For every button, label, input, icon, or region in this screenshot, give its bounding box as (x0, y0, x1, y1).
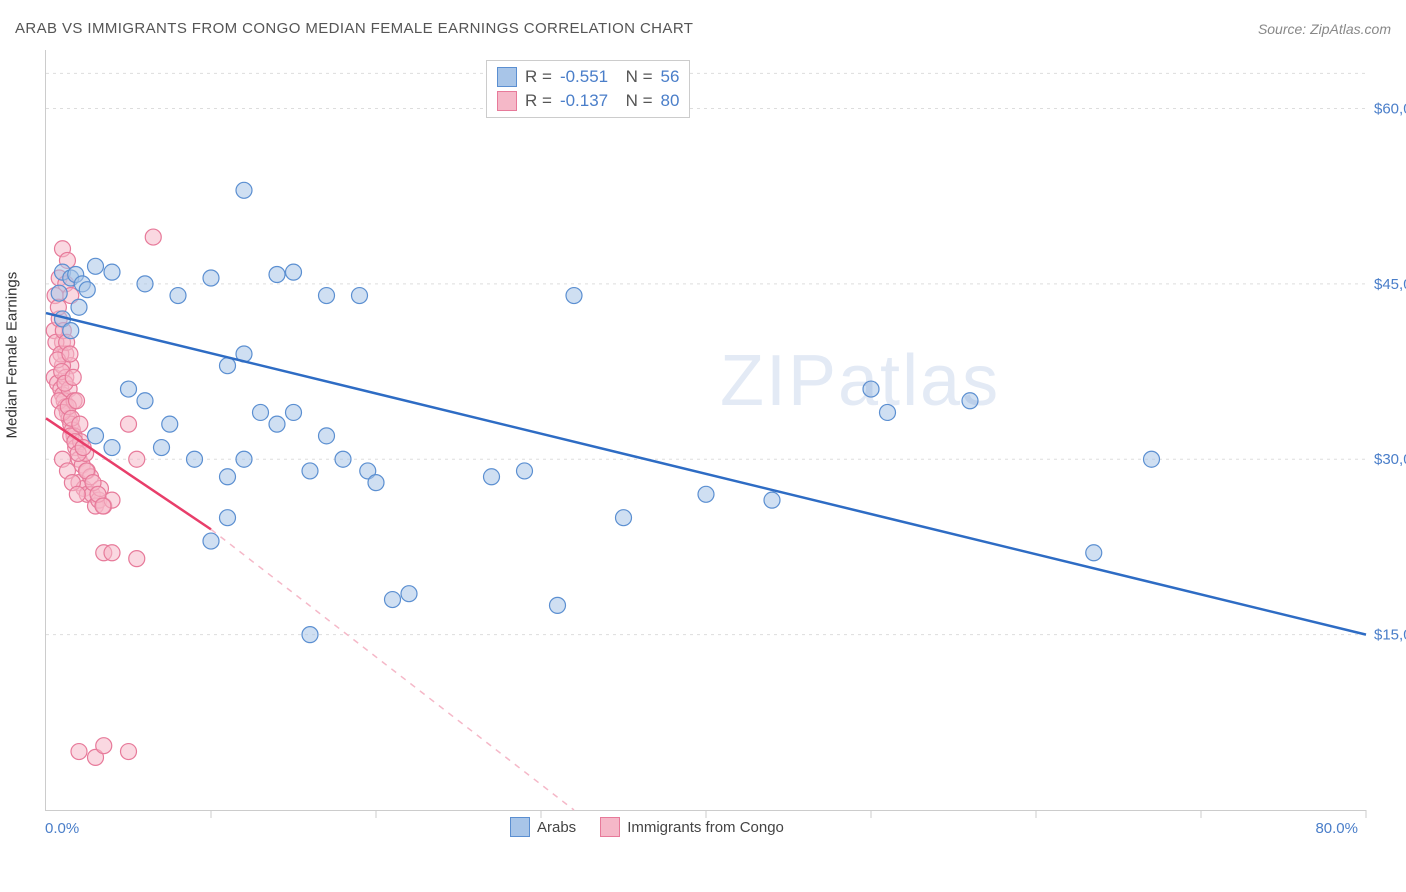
legend-label-congo: Immigrants from Congo (627, 819, 784, 836)
n-value-arabs: 56 (661, 67, 680, 87)
swatch-arabs (497, 67, 517, 87)
chart-plot-area: $15,000$30,000$45,000$60,000 R = -0.551 … (45, 50, 1366, 811)
r-value-congo: -0.137 (560, 91, 608, 111)
legend-item-arabs: Arabs (510, 817, 576, 837)
stats-row-congo: R = -0.137 N = 80 (497, 89, 679, 113)
source-label: Source: ZipAtlas.com (1258, 21, 1391, 37)
svg-text:$15,000: $15,000 (1374, 627, 1406, 644)
svg-text:$60,000: $60,000 (1374, 100, 1406, 117)
scatter-svg: $15,000$30,000$45,000$60,000 (46, 50, 1366, 810)
r-value-arabs: -0.551 (560, 67, 608, 87)
stats-legend-box: R = -0.551 N = 56 R = -0.137 N = 80 (486, 60, 690, 118)
swatch-congo (497, 91, 517, 111)
swatch-congo-icon (600, 817, 620, 837)
chart-title: ARAB VS IMMIGRANTS FROM CONGO MEDIAN FEM… (15, 20, 693, 37)
y-axis-title: Median Female Earnings (4, 272, 21, 439)
x-min-label: 0.0% (45, 820, 79, 837)
stats-row-arabs: R = -0.551 N = 56 (497, 65, 679, 89)
legend-label-arabs: Arabs (537, 819, 576, 836)
swatch-arabs-icon (510, 817, 530, 837)
legend-item-congo: Immigrants from Congo (600, 817, 784, 837)
n-value-congo: 80 (661, 91, 680, 111)
x-max-label: 80.0% (1315, 820, 1358, 837)
bottom-legend: Arabs Immigrants from Congo (510, 817, 784, 837)
svg-text:$30,000: $30,000 (1374, 451, 1406, 468)
svg-text:$45,000: $45,000 (1374, 276, 1406, 293)
